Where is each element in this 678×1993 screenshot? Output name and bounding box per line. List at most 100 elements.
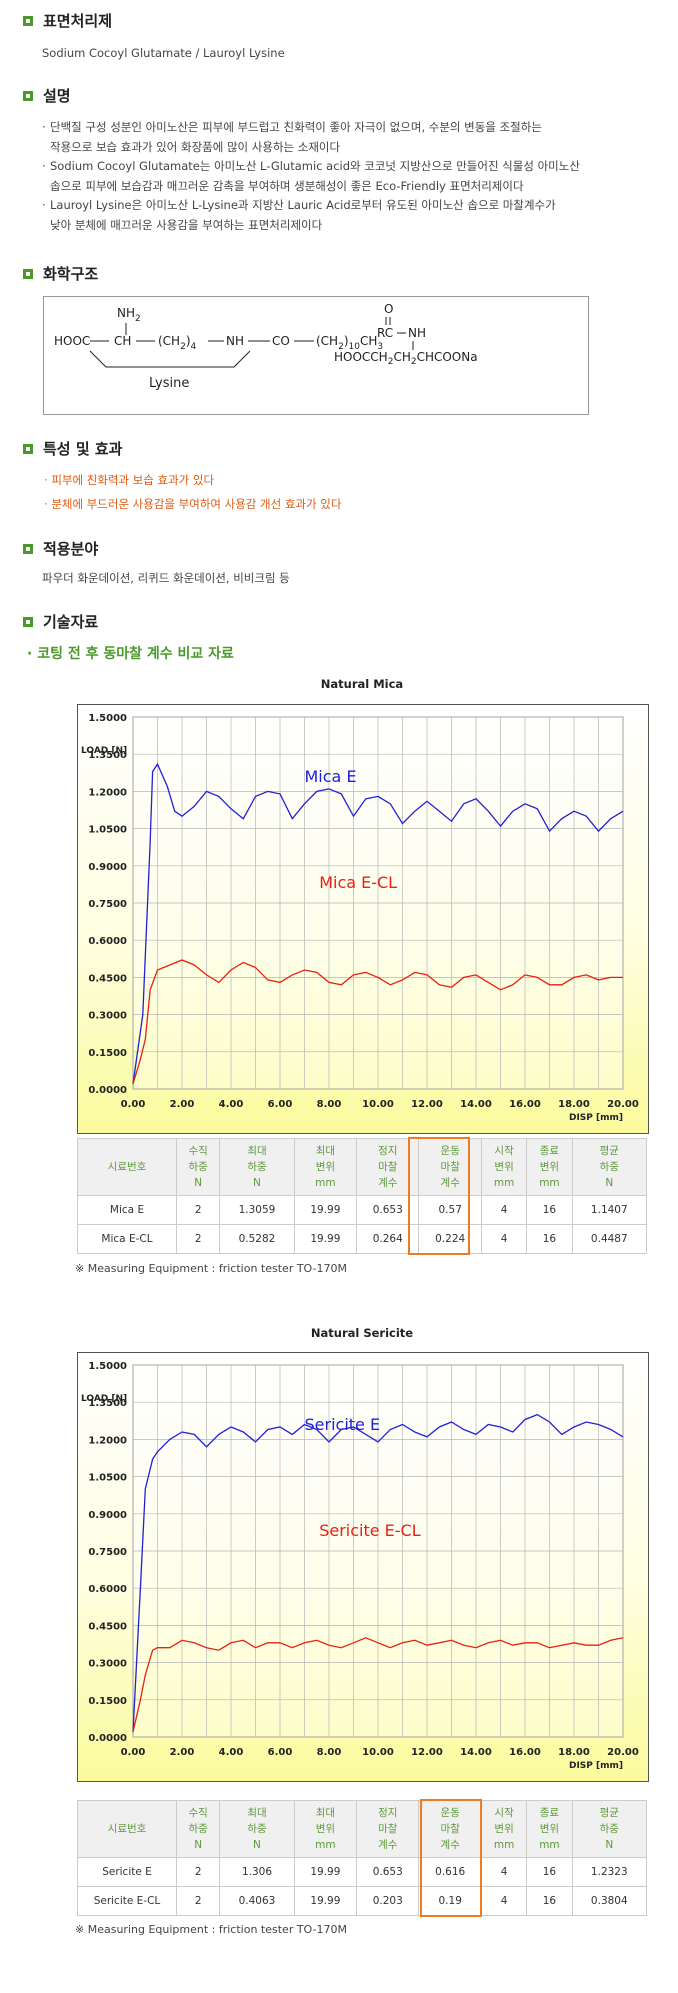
table-cell: 19.99: [293, 1886, 358, 1916]
table-row: Sericite E 2 1.306 19.99 0.653 0.616 4 16 1.2323: [77, 1857, 648, 1887]
measuring-note: ※ Measuring Equipment : friction tester …: [75, 1923, 347, 1936]
lysine-nh: NH: [226, 334, 244, 348]
square-bullet-icon: [23, 15, 33, 26]
table-header-cell: 종료 변위 mm: [526, 1138, 573, 1196]
y-tick-label: 1.5000: [88, 1361, 127, 1372]
y-tick-label: 0.3000: [88, 1659, 127, 1670]
glutamate-o: O: [384, 302, 393, 316]
series-label: Mica E: [305, 767, 357, 786]
table-cell: 0.57: [418, 1195, 482, 1225]
table-cell: 16: [526, 1195, 573, 1225]
chemical-structure-diagram: NH2 HOOC CH (CH2)4 NH CO (CH2)10CH3 Lysi…: [54, 302, 478, 391]
table-header-cell: 최대 하중 N: [219, 1138, 295, 1196]
x-axis-label: DISP [mm]: [569, 1761, 623, 1771]
chart-frame-sericite: 0.0000 0.1500 0.3000 0.4500 0.6000 0.7500 0.90…: [77, 1352, 649, 1782]
section-title-text: 화학구조: [43, 265, 99, 283]
section-title-applications: 적용분야: [23, 538, 98, 559]
series-line-1: [132, 959, 623, 1085]
table-cell: 1.2323: [571, 1857, 648, 1887]
table-cell: 2: [175, 1224, 221, 1254]
kinetic-friction-highlight: [408, 1137, 470, 1255]
table-header-cell: 최대 변위 mm: [293, 1800, 358, 1858]
description-line: 단백질 구성 성분인 아미노산은 피부에 부드럽고 친화력이 좋아 자극이 없으…: [50, 120, 542, 134]
table-header-cell: 종료 변위 mm: [526, 1800, 573, 1858]
y-tick-label: 1.3500: [88, 1398, 127, 1409]
table-cell: 1.1407: [571, 1195, 648, 1225]
table-row: Sericite E-CL 2 0.4063 19.99 0.203 0.19 4 16 0.3…: [77, 1886, 648, 1916]
table-header-cell: 평균 하중 N: [571, 1138, 648, 1196]
description-list: 단백질 구성 성분인 아미노산은 피부에 부드럽고 친화력이 좋아 자극이 없으…: [42, 118, 642, 235]
y-tick-label: 0.6000: [88, 1584, 127, 1595]
table-cell: 0.5282: [219, 1224, 295, 1254]
y-tick-label: 1.2000: [88, 1435, 127, 1446]
x-tick-label: 18.00: [558, 1099, 590, 1110]
chart-title-mica: Natural Mica: [320, 677, 404, 691]
x-tick-label: 2.00: [170, 1099, 195, 1110]
feature-item: · 피부에 친화력과 보습 효과가 있다: [44, 473, 215, 487]
section-title-surface-agent: 표면처리제: [23, 10, 112, 31]
x-tick-label: 16.00: [509, 1747, 541, 1758]
y-tick-label: 0.1500: [88, 1696, 127, 1707]
data-table-sericite: 시료번호 수직 하중 N 최대 하중 N 최대 변위 mm 정지 마찰 계수 운동 마찰 계수 시작 변위 mm 종료…: [77, 1800, 648, 1916]
lysine-ch: CH: [114, 334, 131, 348]
square-bullet-icon: [23, 268, 33, 279]
glutamate-nh: NH: [408, 326, 426, 340]
features-list: · 피부에 친화력과 보습 효과가 있다 · 분체에 부드러운 사용감을 부여하…: [44, 468, 341, 516]
table-cell: 1.306: [219, 1857, 295, 1887]
table-row: Mica E-CL 2 0.5282 19.99 0.264 0.224 4 16 0.4487: [77, 1224, 648, 1254]
table-cell: 0.4487: [571, 1224, 648, 1254]
kinetic-friction-highlight: [420, 1799, 482, 1917]
x-tick-label: 6.00: [268, 1099, 293, 1110]
series-line-1: [132, 1637, 624, 1733]
chart-mica: 0.0000 0.1500 0.3000 0.4500 0.6000 0.7500 0.90…: [81, 713, 639, 1123]
table-cell: 1.3059: [219, 1195, 295, 1225]
table-cell: Mica E: [77, 1195, 177, 1225]
table-cell: Sericite E: [77, 1857, 177, 1887]
y-tick-label: 1.0500: [88, 1473, 127, 1484]
section-title-text: 표면처리제: [43, 12, 113, 30]
table-header-cell: 평균 하중 N: [571, 1800, 648, 1858]
lysine-nh2: NH2: [117, 306, 141, 324]
series-label: Sericite E: [305, 1415, 381, 1434]
table-header-cell: 운동 마찰 계수: [418, 1138, 482, 1196]
y-tick-label: 0.6000: [88, 936, 127, 947]
x-tick-label: 18.00: [558, 1747, 590, 1758]
table-header-cell: 시료번호: [77, 1138, 177, 1196]
table-cell: 16: [526, 1224, 573, 1254]
square-bullet-icon: [23, 90, 33, 101]
x-tick-label: 14.00: [460, 1747, 492, 1758]
chart-sericite: 0.0000 0.1500 0.3000 0.4500 0.6000 0.7500 0.90…: [81, 1361, 639, 1771]
table-header-cell: 수직 하중 N: [175, 1800, 221, 1858]
y-tick-label: 0.1500: [88, 1048, 127, 1059]
chemical-structure-box: NH2 HOOC CH (CH2)4 NH CO (CH2)10CH3 Lysi…: [43, 296, 589, 415]
table-cell: 0.653: [356, 1857, 420, 1887]
description-line: Sodium Cocoyl Glutamate는 아미노산 L-Glutamic…: [50, 159, 580, 173]
square-bullet-icon: [23, 443, 33, 454]
lysine-co: CO: [272, 334, 290, 348]
x-tick-label: 8.00: [317, 1747, 342, 1758]
table-cell: 0.19: [418, 1886, 482, 1916]
series-line-0: [132, 1413, 624, 1733]
square-bullet-icon: [23, 543, 33, 554]
table-header-cell: 정지 마찰 계수: [356, 1800, 420, 1858]
table-cell: 0.203: [356, 1886, 420, 1916]
chart-title-sericite: Natural Sericite: [310, 1326, 414, 1340]
y-tick-label: 1.0500: [88, 825, 127, 836]
table-cell: 4: [480, 1195, 528, 1225]
x-tick-label: 4.00: [219, 1099, 244, 1110]
table-cell: 19.99: [293, 1857, 358, 1887]
table-header-cell: 운동 마찰 계수: [418, 1800, 482, 1858]
x-tick-label: 12.00: [411, 1099, 443, 1110]
table-cell: 2: [175, 1886, 221, 1916]
y-tick-label: 1.5000: [88, 713, 127, 724]
y-tick-label: 1.3500: [88, 750, 127, 761]
description-line: Lauroyl Lysine은 아미노산 L-Lysine과 지방산 Lauri…: [50, 198, 556, 212]
feature-item: · 분체에 부드러운 사용감을 부여하여 사용감 개선 효과가 있다: [44, 497, 342, 511]
y-tick-label: 0.9000: [88, 862, 127, 873]
section-title-text: 특성 및 효과: [43, 440, 123, 458]
section-title-text: 적용분야: [43, 540, 99, 558]
table-cell: 0.3804: [571, 1886, 648, 1916]
x-tick-label: 12.00: [411, 1747, 443, 1758]
y-axis-label: LOAD [N]: [81, 1394, 127, 1404]
x-tick-label: 10.00: [362, 1747, 394, 1758]
